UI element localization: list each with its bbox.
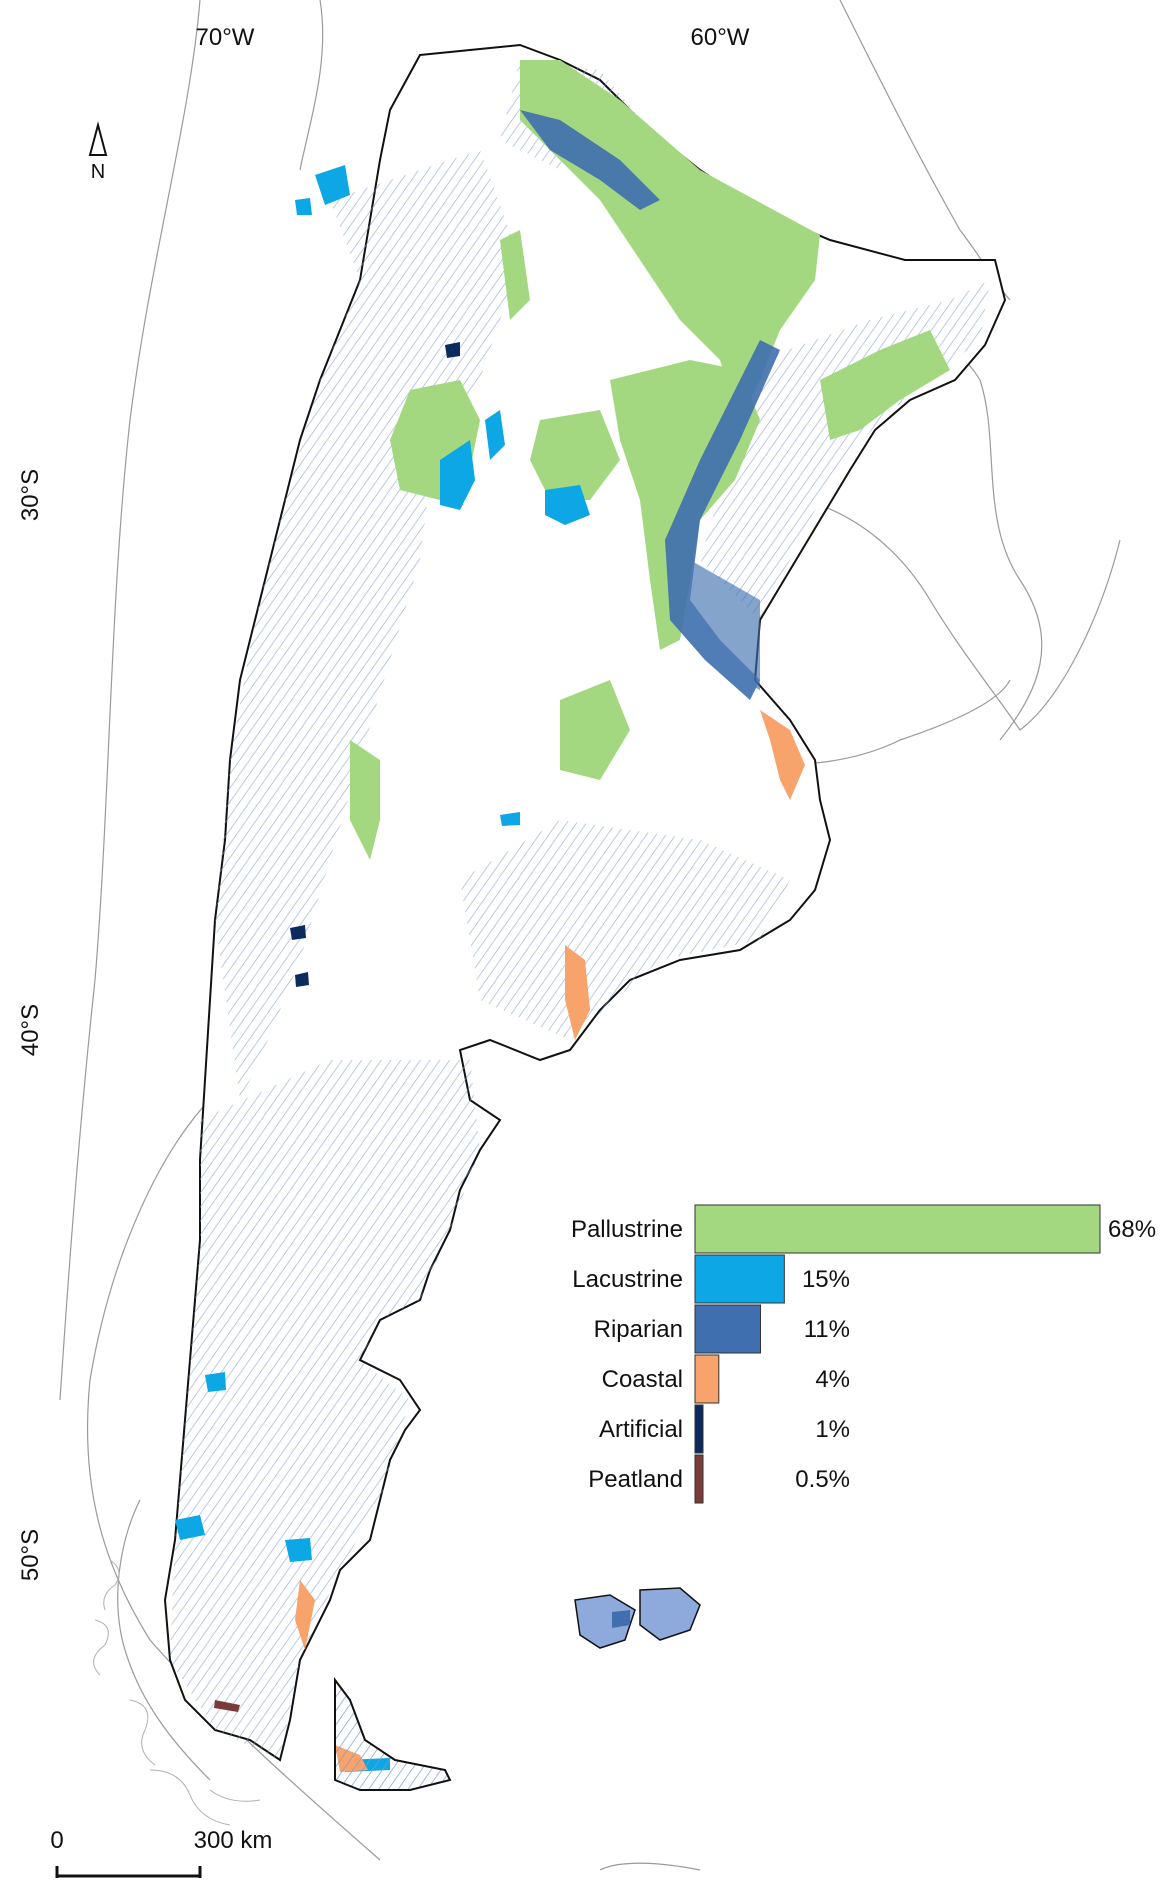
lon-label-60w: 60°W <box>691 24 750 51</box>
falkland-islands <box>574 1587 701 1649</box>
lacustrine-bodies <box>175 165 590 1772</box>
lat-label-30s: 30°S <box>17 469 44 521</box>
bar-artificial <box>694 1404 704 1454</box>
bar-category-label: Pallustrine <box>571 1216 683 1243</box>
peatland-areas <box>214 1700 240 1712</box>
bar-peatland <box>694 1454 704 1504</box>
bar-category-label: Peatland <box>588 1466 683 1493</box>
chile-islands <box>93 1559 261 1826</box>
north-arrow: N <box>88 121 108 183</box>
bar-value-label: 11% <box>804 1316 850 1343</box>
bar-value-label: 68% <box>1108 1216 1156 1243</box>
scale-bar: 0 300 km <box>50 1827 272 1878</box>
lat-label-50s: 50°S <box>17 1529 44 1581</box>
tierra-del-fuego <box>334 1677 452 1791</box>
bar-category-label: Lacustrine <box>572 1266 683 1293</box>
bar-value-label: 1% <box>815 1416 850 1443</box>
lon-label-70w: 70°W <box>196 24 255 51</box>
lat-label-40s: 40°S <box>17 1004 44 1056</box>
bar-pallustrine <box>694 1204 1101 1254</box>
bar-lacustrine <box>694 1254 785 1304</box>
bar-value-label: 0.5% <box>795 1466 850 1493</box>
north-arrow-label: N <box>91 161 105 183</box>
artificial-areas <box>290 342 460 987</box>
bar-value-label: 15% <box>802 1266 850 1293</box>
scale-start-label: 0 <box>50 1827 63 1854</box>
bar-value-label: 4% <box>815 1366 850 1393</box>
riparian-corridors <box>520 110 780 700</box>
scale-end-label: 300 km <box>194 1827 273 1854</box>
bar-category-label: Riparian <box>594 1316 683 1343</box>
bar-category-label: Artificial <box>599 1416 683 1443</box>
bar-coastal <box>694 1354 720 1404</box>
north-arrow-icon <box>88 121 108 156</box>
bar-riparian <box>694 1304 762 1354</box>
wetland-type-bar-chart: Pallustrine 68% Lacustrine 15% Riparian 11% Co… <box>571 1204 1156 1504</box>
bar-category-label: Coastal <box>602 1366 683 1393</box>
